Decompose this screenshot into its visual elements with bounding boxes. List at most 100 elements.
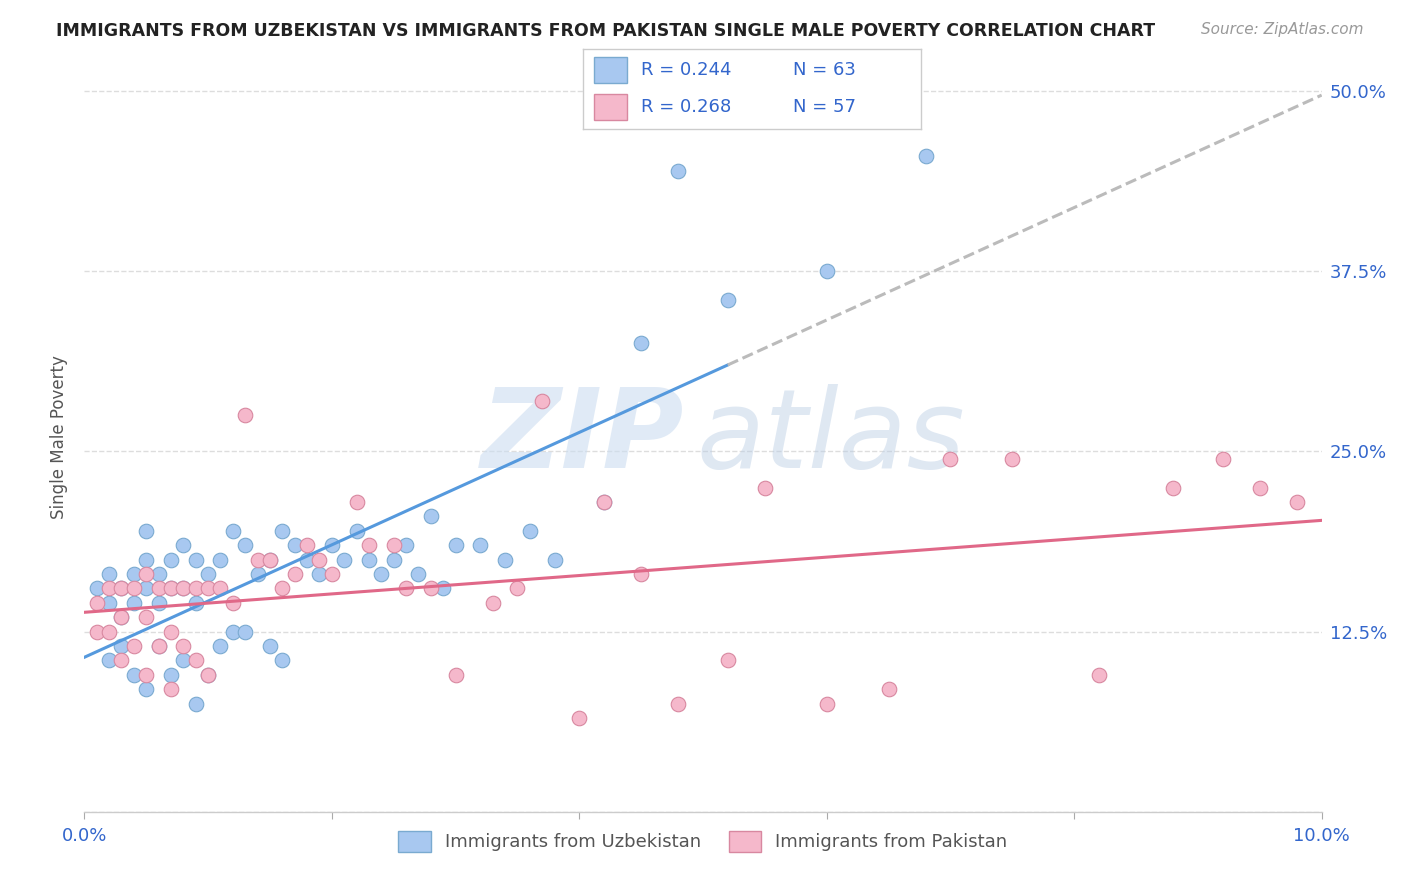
Point [519, 524, 541, 538]
Text: ZIP: ZIP [481, 384, 685, 491]
Point [346, 524, 368, 538]
Point [98, 566, 121, 581]
Point [308, 566, 330, 581]
Point [209, 552, 232, 566]
Point [110, 582, 132, 596]
Point [754, 481, 776, 495]
Point [135, 610, 157, 624]
Point [382, 538, 405, 552]
Point [481, 596, 503, 610]
Point [122, 668, 145, 682]
Point [160, 582, 183, 596]
Point [197, 668, 219, 682]
Point [135, 524, 157, 538]
Point [333, 552, 356, 566]
Point [222, 524, 245, 538]
Point [184, 582, 207, 596]
Text: N = 63: N = 63 [793, 61, 856, 78]
Point [209, 639, 232, 653]
Point [110, 639, 132, 653]
Point [259, 552, 281, 566]
Point [531, 394, 554, 409]
Point [543, 552, 565, 566]
Point [122, 566, 145, 581]
Point [184, 552, 207, 566]
Point [494, 552, 516, 566]
Bar [593, 57, 627, 83]
Point [815, 264, 838, 278]
Point [284, 566, 307, 581]
Point [172, 653, 194, 667]
Point [110, 653, 132, 667]
Point [395, 538, 418, 552]
Point [172, 582, 194, 596]
Point [284, 538, 307, 552]
Point [233, 538, 256, 552]
Point [271, 582, 294, 596]
Point [246, 566, 269, 581]
Point [259, 639, 281, 653]
Point [295, 538, 318, 552]
Point [419, 582, 441, 596]
Point [357, 552, 380, 566]
Point [110, 610, 132, 624]
Text: R = 0.244: R = 0.244 [641, 61, 731, 78]
Point [666, 163, 689, 178]
Point [321, 538, 343, 552]
Point [209, 582, 232, 596]
Point [593, 495, 616, 509]
Point [308, 552, 330, 566]
Point [160, 682, 183, 697]
Point [135, 582, 157, 596]
Point [222, 596, 245, 610]
Point [135, 668, 157, 682]
Point [86, 624, 108, 639]
Point [630, 566, 652, 581]
Point [98, 624, 121, 639]
Point [914, 149, 936, 163]
Text: Source: ZipAtlas.com: Source: ZipAtlas.com [1201, 22, 1364, 37]
Point [233, 409, 256, 423]
Point [1212, 451, 1234, 466]
Point [172, 639, 194, 653]
Point [408, 566, 430, 581]
Point [593, 495, 616, 509]
Point [86, 582, 108, 596]
Point [184, 697, 207, 711]
Point [432, 582, 454, 596]
Point [122, 582, 145, 596]
Point [717, 293, 740, 308]
Point [444, 668, 467, 682]
Point [122, 596, 145, 610]
Point [346, 495, 368, 509]
Point [197, 668, 219, 682]
Text: N = 57: N = 57 [793, 98, 856, 116]
Point [148, 566, 170, 581]
Point [184, 653, 207, 667]
Point [98, 596, 121, 610]
Point [506, 582, 529, 596]
Point [271, 524, 294, 538]
Y-axis label: Single Male Poverty: Single Male Poverty [51, 355, 69, 519]
Point [295, 552, 318, 566]
Point [321, 566, 343, 581]
Point [568, 711, 591, 725]
Point [1088, 668, 1111, 682]
Point [259, 552, 281, 566]
Point [86, 596, 108, 610]
Point [172, 538, 194, 552]
Point [135, 682, 157, 697]
Point [98, 582, 121, 596]
Point [160, 668, 183, 682]
Point [160, 624, 183, 639]
Point [172, 582, 194, 596]
Point [160, 552, 183, 566]
Text: R = 0.268: R = 0.268 [641, 98, 731, 116]
Point [148, 639, 170, 653]
Point [246, 552, 269, 566]
Point [222, 624, 245, 639]
Point [444, 538, 467, 552]
Point [470, 538, 492, 552]
Point [419, 509, 441, 524]
Bar [593, 94, 627, 120]
